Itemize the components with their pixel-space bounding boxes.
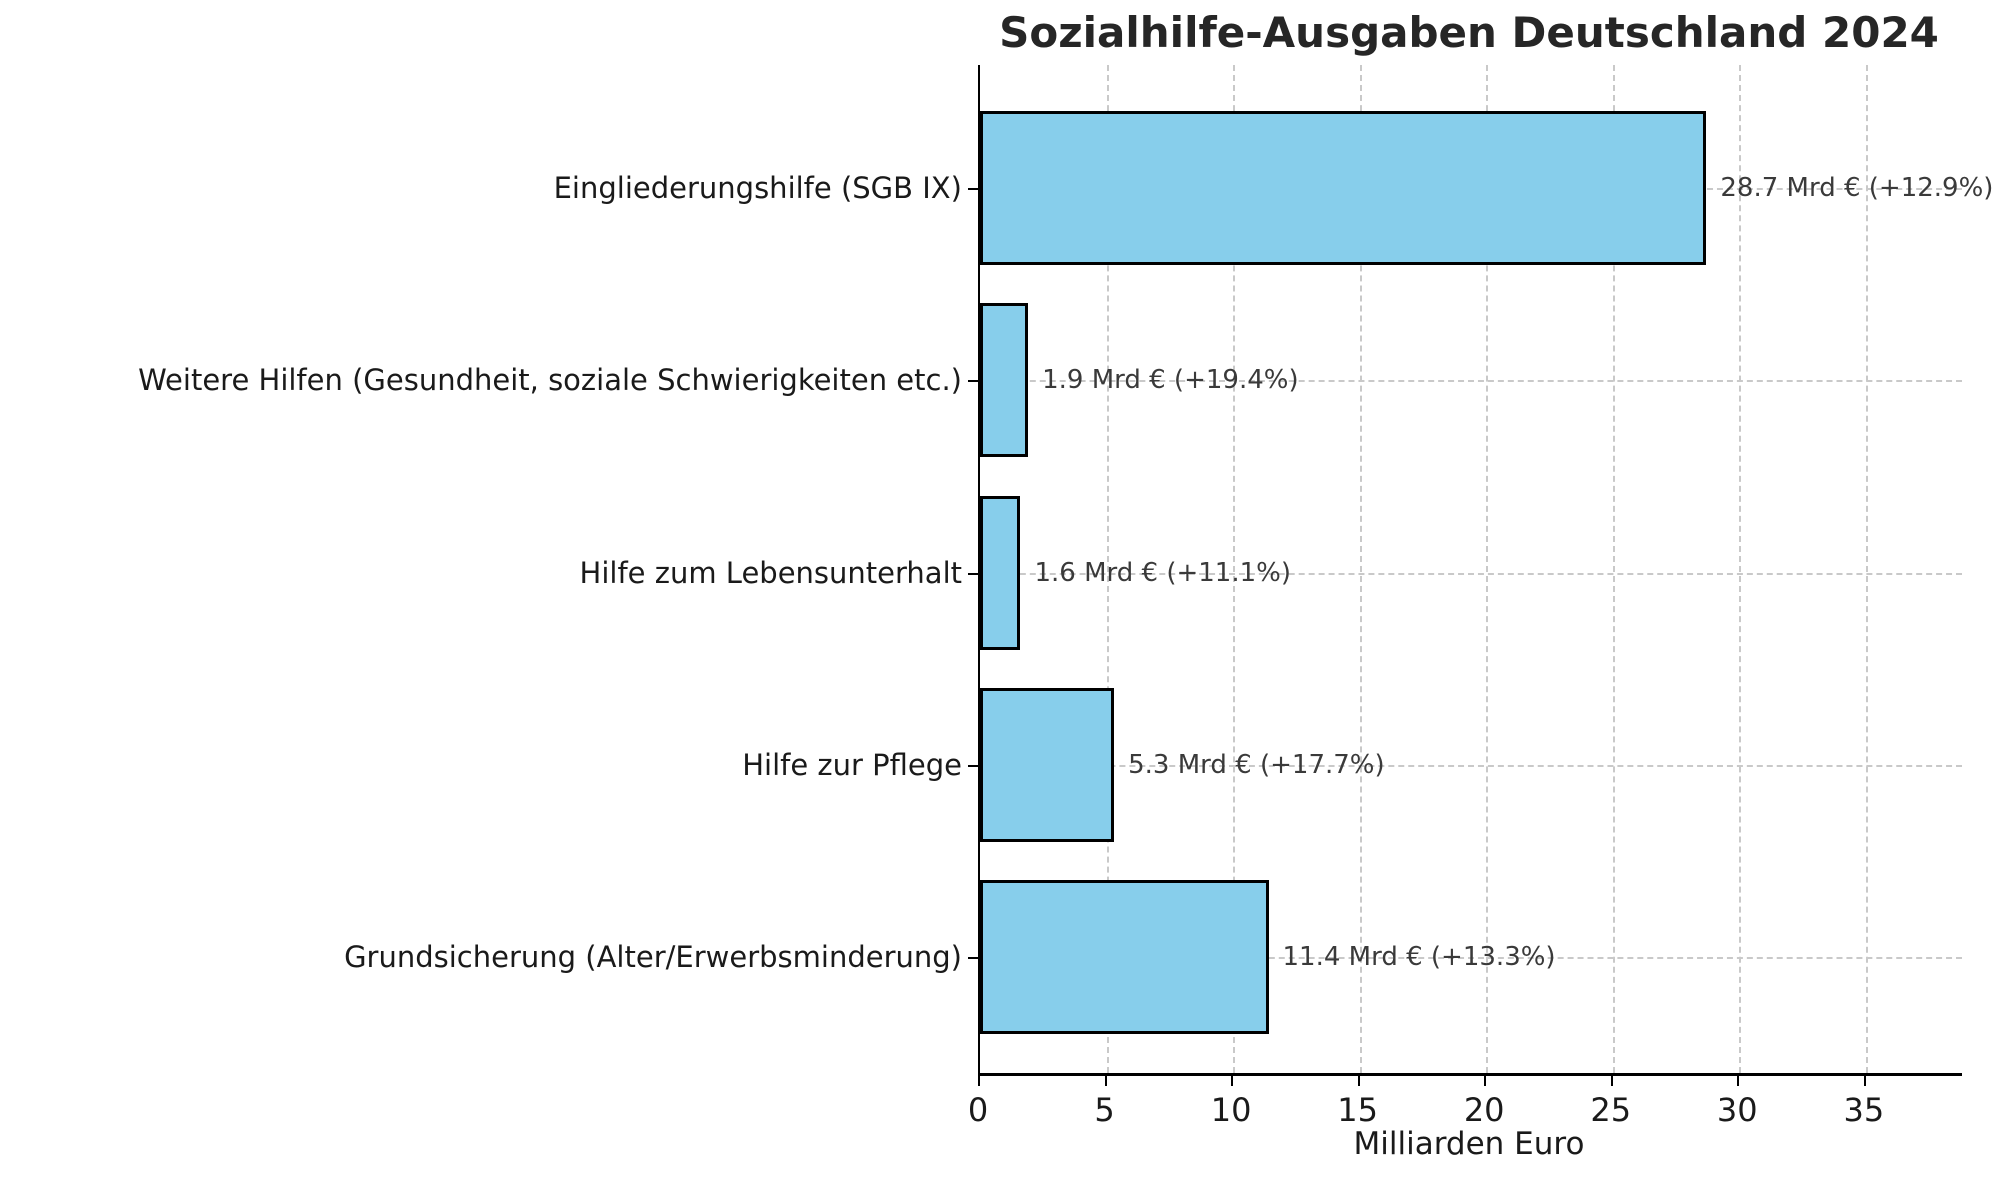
gridline-horizontal-4 (980, 957, 1962, 959)
gridline-vertical-25 (1612, 65, 1615, 1073)
y-tick-mark-2 (968, 572, 978, 575)
x-tick-label-25: 25 (1590, 1091, 1632, 1129)
gridline-vertical-5 (1106, 65, 1109, 1073)
x-tick-mark-35 (1863, 1076, 1866, 1086)
gridline-vertical-35 (1865, 65, 1868, 1073)
category-label-1: Weitere Hilfen (Gesundheit, soziale Schw… (138, 363, 962, 398)
gridline-vertical-20 (1486, 65, 1489, 1073)
gridline-vertical-10 (1233, 65, 1236, 1073)
gridline-vertical-30 (1739, 65, 1742, 1073)
plot-area: 28.7 Mrd € (+12.9%) 1.9 Mrd € (+19.4%) 1.6… (978, 65, 1993, 1076)
bar-annotation-4: 11.4 Mrd € (+13.3%) (1282, 942, 1556, 972)
x-tick-mark-20 (1484, 1076, 1487, 1086)
x-tick-mark-30 (1737, 1076, 1740, 1086)
category-label-2: Hilfe zum Lebensunterhalt (579, 555, 962, 590)
y-tick-mark-1 (968, 380, 978, 383)
bar-1 (980, 303, 1029, 458)
bar-annotation-3: 5.3 Mrd € (+17.7%) (1128, 749, 1385, 780)
y-tick-mark-0 (968, 188, 978, 190)
x-tick-label-5: 5 (1094, 1091, 1115, 1129)
bar-annotation-1: 1.9 Mrd € (+19.4%) (1042, 365, 1299, 396)
bar-annotation-2: 1.6 Mrd € (+11.1%) (1034, 557, 1292, 588)
bar-annotation-0: 28.7 Mrd € (+12.9%) (1720, 173, 1994, 203)
bar-4 (980, 880, 1269, 1034)
bar-2 (980, 495, 1021, 650)
x-tick-mark-10 (1231, 1076, 1234, 1086)
category-label-4: Grundsicherung (Alter/Erwerbsminderung) (344, 940, 962, 974)
y-tick-mark-4 (968, 957, 978, 959)
x-tick-mark-5 (1104, 1076, 1107, 1086)
gridline-vertical-15 (1359, 65, 1362, 1073)
bar-3 (980, 687, 1115, 842)
x-tick-label-15: 15 (1337, 1091, 1378, 1129)
category-label-0: Eingliederungshilfe (SGB IX) (553, 171, 962, 205)
gridline-horizontal-2 (980, 572, 1962, 575)
x-tick-mark-0 (978, 1076, 980, 1086)
x-tick-label-30: 30 (1716, 1091, 1758, 1129)
bar-0 (980, 111, 1707, 265)
x-axis-label: Milliarden Euro (1353, 1126, 1585, 1162)
gridline-horizontal-3 (980, 764, 1962, 767)
x-tick-label-20: 20 (1463, 1091, 1505, 1129)
category-label-3: Hilfe zur Pflege (742, 747, 962, 782)
x-tick-mark-25 (1610, 1076, 1613, 1086)
x-tick-label-35: 35 (1843, 1091, 1885, 1129)
x-tick-label-0: 0 (967, 1091, 989, 1129)
gridline-horizontal-1 (980, 380, 1962, 383)
chart-title: Sozialhilfe-Ausgaben Deutschland 2024 (999, 8, 1939, 57)
y-tick-mark-3 (968, 764, 978, 767)
x-tick-label-10: 10 (1210, 1091, 1252, 1129)
x-tick-mark-15 (1357, 1076, 1360, 1086)
